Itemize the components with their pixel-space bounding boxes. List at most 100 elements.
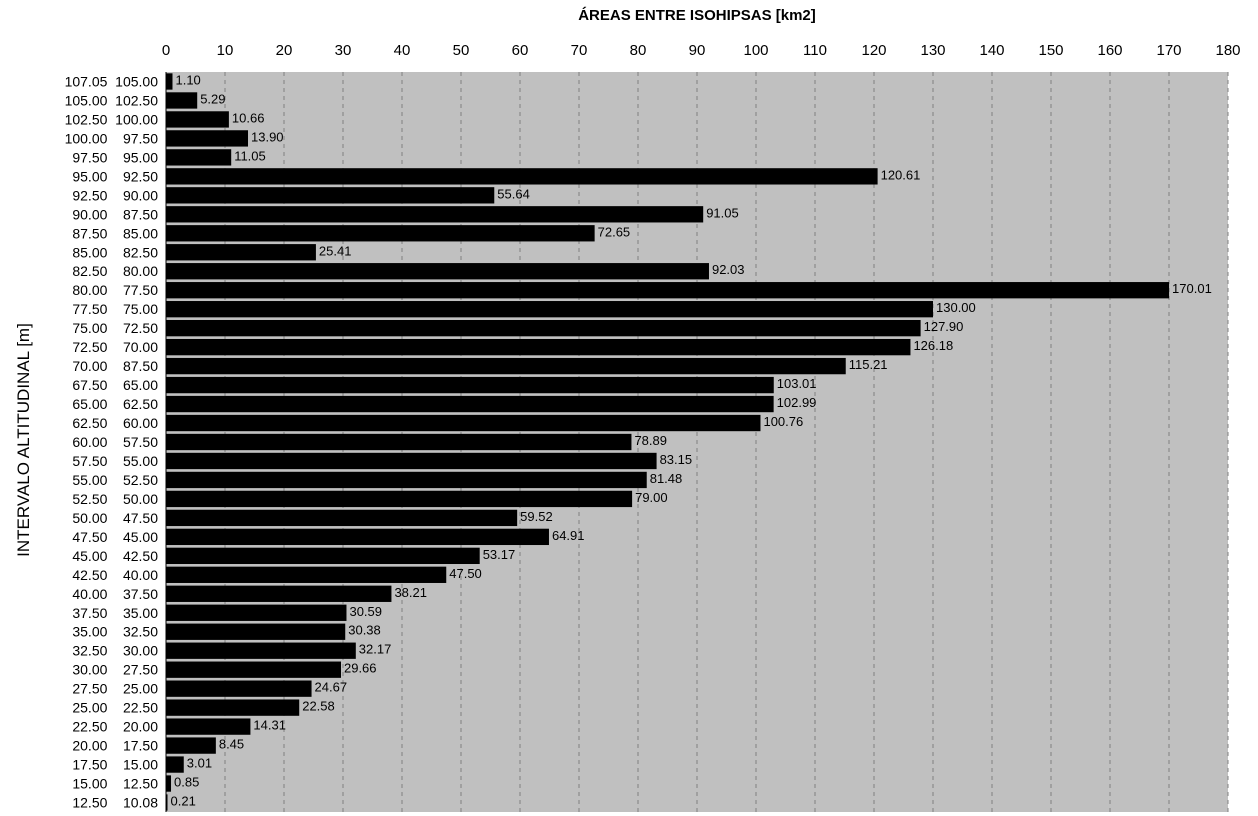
category-label: 57.50 55.00	[72, 453, 158, 469]
bar	[166, 585, 392, 602]
bar	[166, 414, 761, 432]
category-label: 70.00 87.50	[72, 358, 158, 374]
data-label: 55.64	[497, 186, 530, 201]
category-label: 97.50 95.00	[72, 149, 158, 165]
data-label: 32.17	[359, 642, 392, 657]
category-label: 15.00 12.50	[72, 776, 158, 792]
category-label: 35.00 32.50	[72, 624, 158, 640]
category-label: 85.00 82.50	[72, 244, 158, 260]
data-label: 1.10	[175, 72, 200, 87]
x-tick-label: 50	[453, 42, 470, 59]
category-label: 37.50 35.00	[72, 605, 158, 621]
data-label: 29.66	[344, 661, 377, 676]
x-tick-label: 150	[1038, 42, 1063, 59]
data-label: 22.58	[302, 699, 335, 714]
category-label: 45.00 42.50	[72, 548, 158, 564]
data-labels: 1.105.29 10.66 13.90 11.05 120.61 55.64 91.05 7…	[171, 72, 1212, 808]
bar	[166, 357, 846, 375]
x-tick-label: 110	[803, 42, 827, 59]
data-label: 0.85	[174, 775, 199, 790]
x-tick-label: 120	[861, 42, 886, 59]
category-label: 20.00 17.50	[72, 738, 158, 754]
bar	[166, 206, 704, 223]
bar	[166, 111, 229, 128]
category-label: 62.50 60.00	[72, 415, 158, 431]
category-labels: 107.05 105.00 105.00 102.50 102.50 100.00 1…	[65, 73, 159, 810]
data-label: 120.61	[881, 167, 921, 182]
bar	[166, 338, 911, 356]
data-label: 126.18	[913, 338, 953, 353]
category-label: 47.50 45.00	[72, 529, 158, 545]
data-label: 30.38	[348, 623, 381, 638]
category-label: 30.00 27.50	[72, 662, 158, 678]
x-tick-label: 180	[1215, 42, 1240, 59]
x-tick-label: 160	[1097, 42, 1122, 59]
x-tick-label: 70	[571, 42, 588, 59]
data-label: 78.89	[634, 433, 667, 448]
bar	[166, 301, 933, 318]
data-label: 53.17	[483, 547, 516, 562]
bar	[166, 471, 647, 489]
bar	[166, 395, 774, 413]
data-label: 100.76	[763, 414, 803, 429]
bar	[166, 452, 657, 470]
bar	[166, 244, 316, 261]
bar	[166, 92, 198, 109]
bar	[166, 699, 300, 716]
data-label: 13.90	[251, 129, 284, 144]
x-tick-label: 10	[217, 42, 234, 59]
data-label: 130.00	[936, 300, 976, 315]
x-tick-label: 20	[276, 42, 293, 59]
category-label: 40.00 37.50	[72, 586, 158, 602]
data-label: 115.21	[849, 357, 888, 372]
bar	[166, 623, 346, 640]
category-label: 75.00 72.50	[72, 320, 158, 336]
data-label: 8.45	[219, 737, 244, 752]
category-label: 42.50 40.00	[72, 567, 158, 583]
x-tick-label: 40	[394, 42, 411, 59]
data-label: 10.66	[232, 110, 265, 125]
category-label: 25.00 22.50	[72, 700, 158, 716]
data-label: 11.05	[234, 148, 266, 163]
bar	[166, 490, 633, 508]
category-label: 87.50 85.00	[72, 225, 158, 241]
category-label: 92.50 90.00	[72, 187, 158, 203]
category-label: 12.50 10.08	[72, 795, 158, 811]
data-label: 79.00	[635, 490, 668, 505]
category-label: 77.50 75.00	[72, 301, 158, 317]
bar	[166, 775, 172, 792]
bar	[166, 187, 495, 204]
data-label: 92.03	[712, 262, 745, 277]
data-label: 72.65	[598, 224, 631, 239]
x-tick-label: 90	[689, 42, 706, 59]
category-label: 22.50 20.00	[72, 719, 158, 735]
data-label: 64.91	[552, 528, 585, 543]
category-label: 50.00 47.50	[72, 510, 158, 526]
bar	[166, 376, 774, 394]
bar	[166, 168, 878, 185]
category-label: 82.50 80.00	[72, 263, 158, 279]
bars	[166, 73, 1170, 811]
data-label: 170.01	[1172, 281, 1212, 296]
chart-title: ÁREAS ENTRE ISOHIPSAS [km2]	[578, 7, 816, 24]
category-label: 67.50 65.00	[72, 377, 158, 393]
category-label: 60.00 57.50	[72, 434, 158, 450]
category-label: 32.50 30.00	[72, 643, 158, 659]
data-label: 14.31	[253, 718, 286, 733]
bar	[166, 282, 1170, 299]
data-label: 38.21	[394, 585, 427, 600]
data-label: 5.29	[200, 91, 225, 106]
category-label: 17.50 15.00	[72, 757, 158, 773]
category-label: 107.05 105.00	[65, 73, 159, 89]
category-label: 105.00 102.50	[65, 92, 159, 108]
bar	[166, 73, 173, 90]
x-tick-label: 30	[335, 42, 352, 59]
x-tick-label: 140	[979, 42, 1004, 59]
data-label: 83.15	[660, 452, 693, 467]
bar	[166, 319, 921, 337]
x-tick-label: 0	[162, 42, 170, 59]
bar	[166, 130, 249, 147]
bar	[166, 528, 549, 546]
category-label: 52.50 50.00	[72, 491, 158, 507]
bar	[166, 756, 184, 773]
